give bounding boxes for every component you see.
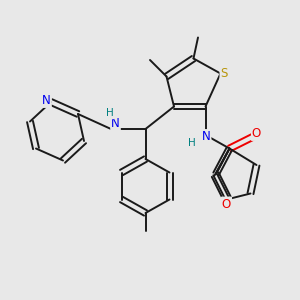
Text: N: N (202, 130, 211, 143)
Text: N: N (42, 94, 51, 107)
Text: H: H (188, 138, 196, 148)
Text: N: N (111, 117, 120, 130)
Text: H: H (106, 108, 113, 118)
Text: O: O (252, 127, 261, 140)
Text: O: O (222, 197, 231, 211)
Text: S: S (220, 67, 228, 80)
